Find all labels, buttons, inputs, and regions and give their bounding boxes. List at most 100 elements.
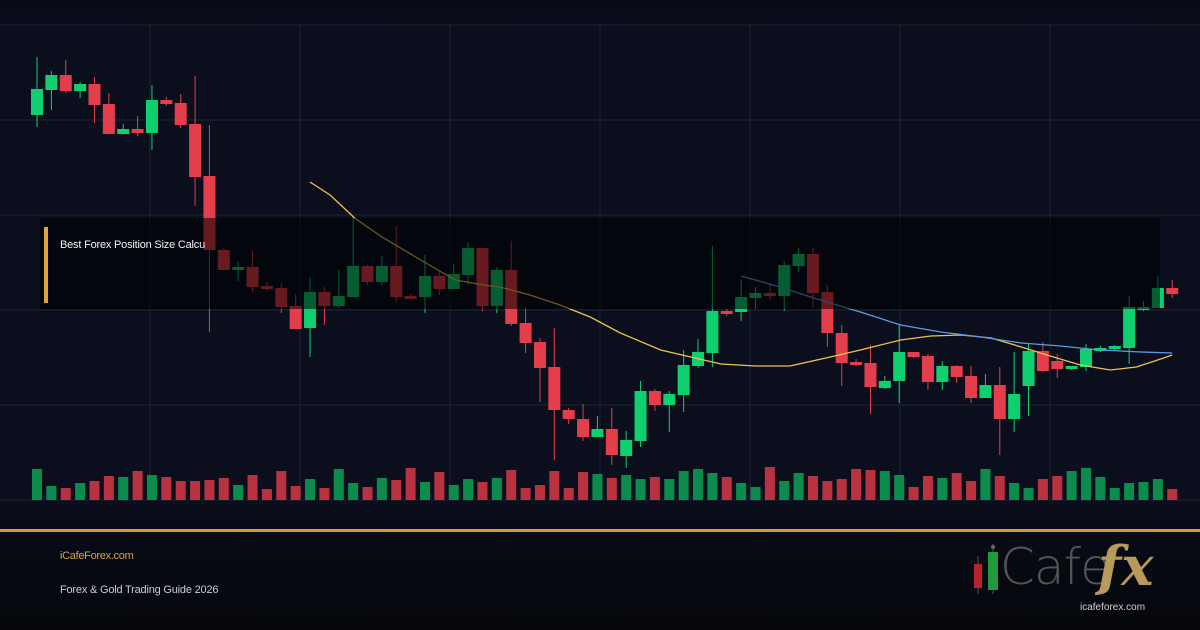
volume-bar xyxy=(1095,477,1106,500)
candle-bear xyxy=(1051,361,1064,369)
candle-bear xyxy=(921,356,934,382)
volume-bar xyxy=(276,471,287,500)
candle-bear xyxy=(160,100,173,104)
volume-bar xyxy=(606,478,617,500)
volume-bar xyxy=(865,470,876,500)
candle-bull xyxy=(1080,349,1093,367)
volume-bar xyxy=(922,476,933,500)
volume-bar xyxy=(822,481,833,500)
volume-bar xyxy=(549,471,560,500)
candle-bear xyxy=(577,419,590,437)
candle-bull xyxy=(1108,346,1121,349)
volume-bar xyxy=(506,470,517,500)
candle-bear xyxy=(189,124,202,177)
candle-bear xyxy=(131,129,144,133)
candle-bull xyxy=(936,366,949,382)
volume-bar xyxy=(132,471,143,500)
volume-bar xyxy=(348,483,359,500)
candle-bull xyxy=(1008,394,1021,419)
volume-bar xyxy=(305,479,316,500)
volume-bar xyxy=(46,486,57,500)
volume-bar xyxy=(146,475,157,500)
site-name[interactable]: iCafeForex.com xyxy=(60,550,134,562)
volume-bar xyxy=(635,479,646,500)
volume-bar xyxy=(376,478,387,500)
volume-bar xyxy=(60,488,71,500)
logo-wordmark-fx: fx xyxy=(1098,534,1154,598)
candle-bear xyxy=(605,429,618,455)
volume-bar xyxy=(563,488,574,500)
volume-bar xyxy=(1037,479,1048,500)
gold-divider xyxy=(0,529,1200,532)
candle-bear xyxy=(59,75,72,91)
volume-bar xyxy=(391,480,402,500)
volume-bar xyxy=(75,483,86,500)
volume-bar xyxy=(793,473,804,500)
candlestick-chart: Best Forex Position Size Calcu xyxy=(0,0,1200,505)
volume-bar xyxy=(836,479,847,500)
candle-bull xyxy=(1123,307,1136,348)
volume-bar xyxy=(1152,479,1163,500)
candle-bull xyxy=(878,381,891,388)
candle-bear xyxy=(1166,288,1179,294)
candle-bear xyxy=(289,306,302,329)
volume-bar xyxy=(218,478,229,500)
volume-bar xyxy=(779,481,790,500)
volume-bar xyxy=(319,488,330,500)
volume-bar xyxy=(736,483,747,500)
volume-bar xyxy=(721,477,732,500)
volume-bar xyxy=(994,476,1005,500)
title-accent-bar xyxy=(44,227,48,303)
volume-bar xyxy=(649,477,660,500)
volume-bar xyxy=(520,488,531,500)
volume-bar xyxy=(750,487,761,500)
candle-bear xyxy=(548,367,561,410)
candle-bull xyxy=(74,84,87,91)
volume-bar xyxy=(247,475,258,500)
logo-wordmark-cafe: Cafe xyxy=(1000,538,1111,596)
volume-bar xyxy=(1138,482,1149,500)
volume-bar xyxy=(534,485,545,500)
candle-bear xyxy=(950,366,963,377)
icafefx-logo: Cafe fx icafeforex.com xyxy=(960,534,1200,630)
candle-bear xyxy=(864,363,877,387)
volume-bar xyxy=(908,487,919,500)
candle-bear xyxy=(907,352,920,357)
volume-bar xyxy=(1081,468,1092,500)
volume-bar xyxy=(1124,483,1135,500)
candle-bull xyxy=(893,352,906,381)
volume-bar xyxy=(807,476,818,500)
candle-bull xyxy=(31,89,43,115)
volume-bar xyxy=(190,481,201,500)
volume-bar xyxy=(362,487,373,500)
candle-bull xyxy=(620,440,633,456)
volume-bar xyxy=(89,481,100,500)
volume-bar xyxy=(664,479,675,500)
volume-bar xyxy=(951,473,962,500)
volume-bar xyxy=(261,489,272,500)
candle-bull xyxy=(1065,366,1078,369)
volume-bar xyxy=(592,474,603,500)
volume-bar xyxy=(764,467,775,500)
volume-bar xyxy=(434,472,445,500)
volume-bar xyxy=(937,478,948,500)
candles-logo-icon xyxy=(974,544,998,594)
subtitle: Forex & Gold Trading Guide 2026 xyxy=(60,584,219,596)
candle-bull xyxy=(663,394,676,405)
volume-bar xyxy=(419,482,430,500)
volume-bar xyxy=(894,475,905,500)
candle-bear xyxy=(562,410,575,419)
volume-bar xyxy=(491,478,502,500)
candle-bull xyxy=(1022,351,1035,386)
candle-bear xyxy=(1036,351,1049,371)
volume-bar xyxy=(103,476,114,500)
volume-bar xyxy=(1066,471,1077,500)
volume-bar xyxy=(161,477,172,500)
volume-bar xyxy=(1109,488,1120,500)
candle-bull xyxy=(979,385,992,398)
candle-bull xyxy=(145,100,158,133)
candle-bull xyxy=(591,429,604,437)
volume-bar xyxy=(477,482,488,500)
candle-bear xyxy=(965,376,978,398)
candle-bull xyxy=(706,311,719,353)
